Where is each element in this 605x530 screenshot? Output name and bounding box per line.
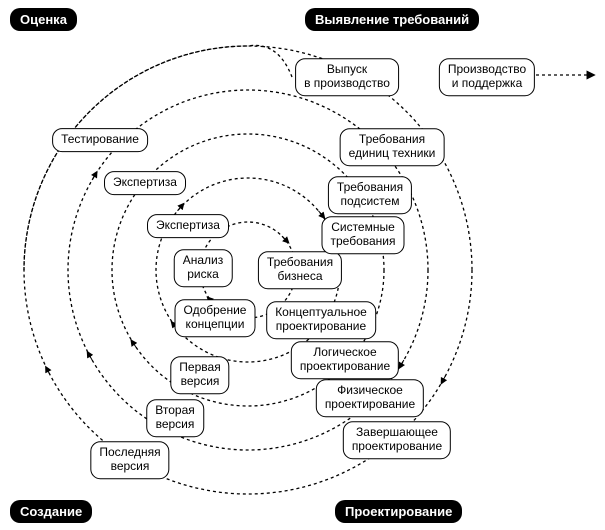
n-risk: Анализ риска	[174, 249, 233, 287]
n-biz-req: Требования бизнеса	[258, 251, 342, 289]
n-sys-req: Системные требования	[322, 216, 405, 254]
corner-tr: Выявление требований	[305, 8, 479, 31]
n-release: Выпуск в производство	[295, 58, 399, 96]
n-phys-des: Физическое проектирование	[316, 379, 424, 417]
n-final-des: Завершающее проектирование	[343, 421, 451, 459]
n-sub-req: Требования подсистем	[328, 176, 412, 214]
n-vlast: Последняя версия	[90, 441, 169, 479]
n-exp2: Экспертиза	[147, 214, 229, 238]
n-v2: Вторая версия	[146, 399, 204, 437]
n-concept-ok: Одобрение концепции	[175, 299, 256, 337]
n-unit-req: Требования единиц техники	[340, 128, 445, 166]
n-exp1: Экспертиза	[104, 171, 186, 195]
corner-tl: Оценка	[10, 8, 77, 31]
corner-br: Проектирование	[335, 500, 462, 523]
n-concept-des: Концептуальное проектирование	[266, 301, 376, 339]
n-logic-des: Логическое проектирование	[291, 341, 399, 379]
n-test: Тестирование	[52, 128, 148, 152]
corner-bl: Создание	[10, 500, 92, 523]
n-v1: Первая версия	[170, 356, 229, 394]
n-prod: Производство и поддержка	[439, 58, 535, 96]
